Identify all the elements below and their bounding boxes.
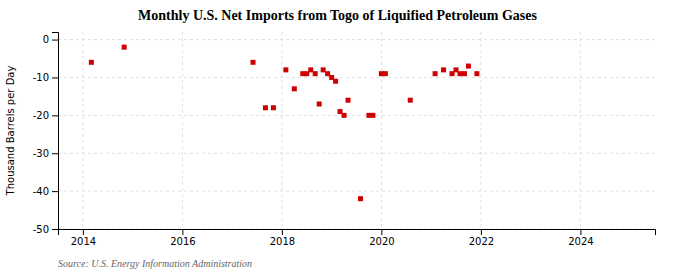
grid-line-y — [58, 115, 655, 116]
point — [317, 101, 322, 106]
chart: 2014 2016 2018 2020 2022 2024 0 -10 -20 -30 -40 -50… — [0, 0, 675, 275]
point — [271, 105, 276, 110]
tick-mark — [52, 191, 58, 192]
axis-line — [52, 33, 59, 230]
tick: 2022 — [469, 229, 494, 247]
grid-line-x — [82, 32, 83, 229]
tick-label: 2024 — [568, 236, 593, 247]
tick-mark — [381, 229, 382, 235]
tick: -20 — [33, 110, 58, 121]
grid-line-y — [58, 153, 655, 154]
point — [321, 67, 326, 72]
point — [342, 113, 347, 118]
grid-line-x — [182, 32, 183, 229]
tick: 2024 — [568, 229, 593, 247]
point — [263, 105, 268, 110]
tick: 2020 — [369, 229, 394, 247]
axis-line — [59, 230, 656, 236]
tick-label: 0 — [43, 34, 49, 45]
grid-line-y — [58, 77, 655, 78]
point — [308, 67, 313, 72]
tick-label: -30 — [33, 148, 49, 159]
point — [283, 67, 288, 72]
tick: 2014 — [71, 229, 96, 247]
grid-line-x — [580, 32, 581, 229]
tick-label: -20 — [33, 110, 49, 121]
point — [466, 64, 471, 69]
point — [457, 71, 462, 76]
x-axis: 2014 2016 2018 2020 2022 2024 — [59, 229, 656, 247]
tick-label: 2018 — [270, 236, 295, 247]
point — [433, 71, 438, 76]
grid-line-y — [58, 191, 655, 192]
point — [346, 98, 351, 103]
source: Source: U.S. Energy Information Administ… — [58, 258, 252, 269]
point — [358, 196, 363, 201]
tick-mark — [52, 115, 58, 116]
point — [251, 60, 256, 65]
point — [313, 71, 318, 76]
grid — [58, 32, 655, 229]
tick: -10 — [33, 72, 58, 83]
y-axis: 0 -10 -20 -30 -40 -50 — [33, 33, 59, 235]
point — [122, 45, 127, 50]
tick-label: 2022 — [469, 236, 494, 247]
point — [383, 71, 388, 76]
title: Monthly U.S. Net Imports from Togo of Li… — [138, 8, 537, 23]
tick-mark — [52, 229, 58, 230]
tick: -40 — [33, 186, 58, 197]
tick-label: 2016 — [170, 236, 195, 247]
point — [292, 86, 297, 91]
point — [89, 60, 94, 65]
grid-line-x — [381, 32, 382, 229]
tick: -50 — [33, 224, 58, 235]
tick-mark — [282, 229, 283, 235]
point — [474, 71, 479, 76]
tick: -30 — [33, 148, 58, 159]
tick-label: -40 — [33, 186, 49, 197]
point — [408, 98, 413, 103]
tick-label: -50 — [33, 224, 49, 235]
points — [89, 45, 480, 202]
tick-mark — [52, 40, 58, 41]
tick-label: -10 — [33, 72, 49, 83]
tick-mark — [83, 229, 84, 235]
tick-mark — [52, 153, 58, 154]
tick-mark — [52, 77, 58, 78]
point — [333, 79, 338, 84]
plot-area: 2014 2016 2018 2020 2022 2024 0 -10 -20 -30 -40 -50 — [33, 32, 656, 247]
point — [441, 67, 446, 72]
y-axis-label: Thousand Barrels per Day — [5, 66, 16, 197]
tick-mark — [182, 229, 183, 235]
tick: 2016 — [170, 229, 195, 247]
tick: 0 — [43, 34, 58, 45]
tick-mark — [481, 229, 482, 235]
tick-label: 2014 — [71, 236, 96, 247]
tick: 2018 — [270, 229, 295, 247]
tick-mark — [580, 229, 581, 235]
point — [370, 113, 375, 118]
grid-line-y — [58, 39, 655, 40]
grid-line-x — [281, 32, 282, 229]
grid-line-x — [480, 32, 481, 229]
point — [462, 71, 467, 76]
tick-label: 2020 — [369, 236, 394, 247]
